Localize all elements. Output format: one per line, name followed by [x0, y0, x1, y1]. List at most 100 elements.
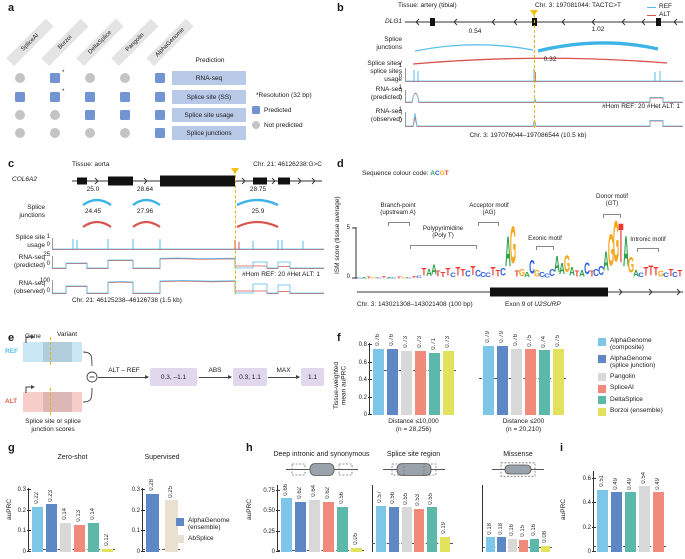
y-tick-mark: [276, 510, 280, 512]
bar-value-label: 0.16: [530, 524, 537, 536]
logo-glyph: C: [539, 271, 546, 279]
legend-label: AlphaGenome (composite): [610, 337, 652, 352]
bar: [530, 539, 539, 552]
b-obs-label-1: RNA-seq: [375, 108, 402, 115]
bar: [483, 345, 494, 415]
logo-letter-A: A: [426, 268, 432, 279]
g-legend: AlphaGenome (ensemble) AbSplice: [176, 517, 254, 546]
logo-letter-T: T: [471, 265, 476, 278]
b-sites-track: [405, 68, 683, 83]
logo-glyph: G: [509, 220, 516, 279]
chart-caption: (n = 28,256): [395, 426, 432, 433]
bar-value-label: 0.73: [416, 336, 423, 349]
bar: [611, 492, 622, 552]
b-pred-ymax: 1: [398, 85, 402, 91]
legend-item: AlphaGenome (composite): [598, 337, 684, 352]
alt-label: ALT: [659, 11, 671, 18]
c-pred-label-1: RNA-seq: [18, 254, 45, 261]
bar: [443, 351, 454, 415]
d-xaxis-label: Chr. 3: 143021308–143021408 (100 bp): [357, 301, 473, 308]
logo-letter-A: A: [362, 276, 368, 279]
predicted-cell: [50, 92, 60, 102]
bar: [388, 506, 399, 552]
motif-annotation-label: Exonic motif: [528, 235, 562, 242]
b-pred-track: [405, 90, 683, 103]
legend-swatch: [598, 407, 606, 416]
code-letter-c: C: [435, 170, 440, 177]
logo-letter-C: C: [406, 277, 412, 279]
c-arc-red-2: 27.96: [136, 208, 154, 215]
logo-letter-C: C: [539, 271, 546, 279]
f-chart-distance-10000: 0 0.2 0.4 0.6 0.8 0.76 0.76 0.73 0.73 0.71 0.73 Dis…: [359, 334, 456, 433]
legend-label: DeltaSplice: [610, 395, 643, 403]
bar: [625, 492, 636, 552]
logo-glyph: T: [653, 265, 659, 279]
logo-glyph: T: [396, 276, 402, 279]
y-tick-mark: [27, 509, 31, 511]
c-pred-ymax: 25: [43, 252, 50, 258]
c-usage-track: [52, 238, 324, 250]
c-obs-label-1: RNA-seq: [18, 280, 45, 287]
y-tick-mark: [27, 551, 31, 552]
logo-letter-T: T: [574, 270, 579, 279]
not-predicted-label: Not predicted: [264, 122, 303, 129]
logo-letter-G: G: [401, 276, 407, 279]
e-arrow-3: [268, 375, 300, 379]
bar: [414, 508, 425, 552]
logo-letter-T: T: [456, 266, 461, 278]
logo-glyph: T: [490, 265, 496, 279]
logo-glyph: G: [627, 254, 635, 279]
logo-letter-T: T: [411, 275, 416, 279]
h-chart-deep-intronic: 0 0.25 0.50 0.75 0.66 0.62 0.64 0.62 0.56 0.05 Dee…: [263, 451, 369, 555]
logo-glyph: C: [529, 258, 536, 279]
y-axis: [28, 488, 29, 552]
bar: [597, 490, 608, 552]
bar: [511, 348, 522, 415]
logo-glyph: A: [559, 261, 565, 279]
code-letter-t: T: [444, 170, 449, 177]
logo-glyph: C: [638, 272, 644, 279]
c-gene-name: COL6A2: [12, 176, 37, 183]
logo-letter-C: C: [663, 272, 669, 279]
not-predicted-cell: [15, 73, 25, 83]
logo-glyph: T: [470, 264, 476, 279]
d-exon-label-prefix: Exon 9 of: [505, 301, 535, 308]
logo-glyph: A: [623, 230, 629, 279]
panel-g-label: g: [8, 442, 15, 454]
bar: [281, 498, 292, 552]
logo-letter-C: C: [500, 267, 506, 278]
logo-letter-A: A: [386, 276, 392, 279]
d-exon-label: Exon 9 of U2SURP: [505, 301, 561, 308]
bar: [653, 492, 664, 552]
y-tick-label: 0.4: [582, 500, 591, 507]
bar: [553, 349, 564, 415]
ref-label: REF: [659, 3, 672, 10]
b-sites-ymax: 1: [398, 63, 402, 69]
b-arc-value-red1: 0.32: [543, 56, 557, 63]
b-sites-label-1: Splice sites/: [367, 60, 402, 67]
bar-value-label: 0.79: [484, 331, 491, 343]
y-tick-label: 0.1: [131, 528, 140, 535]
logo-glyph: A: [554, 253, 560, 279]
y-tick-label: 0: [587, 549, 591, 555]
logo-letter-T: T: [382, 275, 387, 279]
y-tick-mark: [368, 379, 372, 380]
legend-label: AbSplice: [188, 534, 214, 542]
logo-letter-G: G: [564, 254, 570, 278]
b-obs-ymax: 1: [398, 107, 402, 113]
y-tick-mark: [141, 489, 145, 490]
bar-value-label: 0.18: [486, 522, 493, 535]
logo-glyph: T: [455, 265, 461, 279]
c-arc-red-3: 25.9: [251, 208, 265, 215]
motif-annotation-label: Intronic motif: [630, 236, 666, 243]
bar: [519, 539, 528, 552]
bar: [32, 506, 43, 552]
code-letter-a: A: [430, 170, 436, 177]
y-tick-mark: [276, 551, 280, 552]
bar-value-label: 0.12: [103, 534, 110, 546]
logo-glyph: T: [421, 266, 427, 279]
logo-letter-T: T: [678, 269, 683, 279]
row-label-chip: Splice junctions: [172, 126, 246, 140]
bar-value-label: 0.08: [541, 530, 548, 543]
logo-glyph: C: [549, 268, 555, 279]
